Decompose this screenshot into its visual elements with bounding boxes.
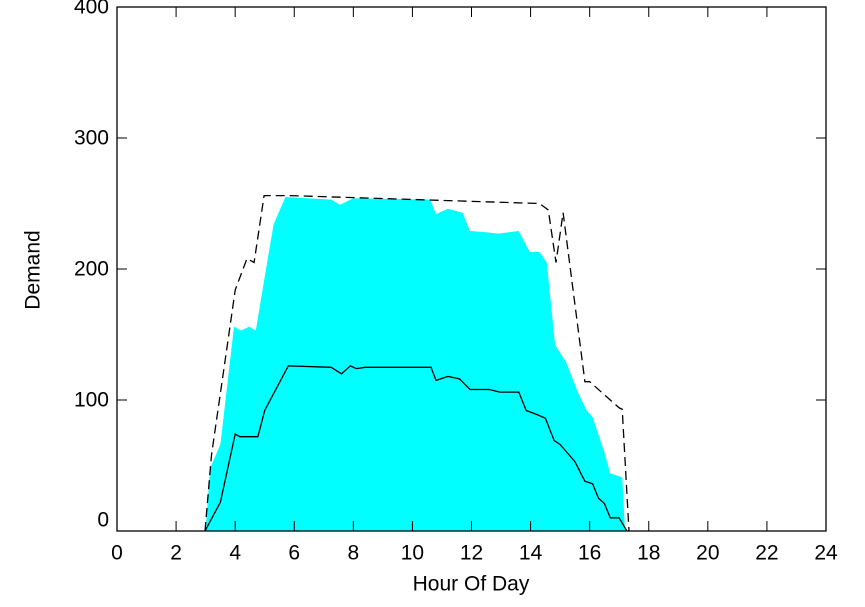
x-tick-label: 22 [755,542,778,565]
y-tick-label: 300 [74,127,109,150]
x-tick-label: 12 [460,542,483,565]
y-tick-label: 200 [74,258,109,281]
x-tick-label: 14 [519,542,543,565]
x-tick-label: 10 [401,542,424,565]
x-tick-label: 24 [814,542,838,565]
x-axis-label: Hour Of Day [413,573,530,596]
line [204,365,628,532]
x-tick-label: 4 [229,542,241,565]
x-tick-label: 2 [170,542,182,565]
x-tick-label: 6 [288,542,300,565]
y-tick-label: 100 [74,389,109,412]
line [204,194,630,532]
x-tick-label: 16 [578,542,601,565]
x-tick-label: 8 [347,542,359,565]
y-tick-label: 0 [97,509,109,532]
x-tick-label: 0 [111,542,123,565]
y-axis-label: Demand [22,230,45,309]
x-tick-label: 18 [637,542,660,565]
x-tick-label: 20 [696,542,719,565]
area [205,197,626,531]
y-tick-label: 400 [74,0,109,19]
